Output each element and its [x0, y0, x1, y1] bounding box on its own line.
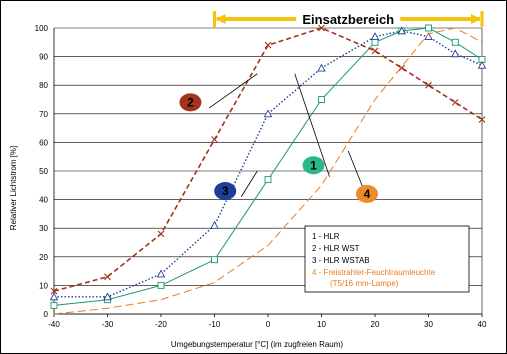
callout-circle-2 — [179, 93, 202, 112]
callout-leader-3 — [240, 170, 258, 197]
y-tick-20: 20 — [39, 253, 48, 262]
series-2-point-6 — [371, 47, 379, 55]
x-tick-20: 20 — [371, 320, 380, 329]
series-lines — [49, 24, 487, 315]
series-2-point-4 — [264, 41, 272, 49]
series-1-point-3 — [211, 256, 218, 264]
legend-entry-1: 1 - HLR — [312, 232, 340, 241]
callout-circle-1 — [302, 156, 325, 175]
x-tick--30: -30 — [102, 320, 114, 329]
callout-leader-1 — [294, 73, 330, 177]
series-3-point-3 — [210, 220, 219, 229]
series-3-point-0 — [49, 292, 59, 301]
banner-label: Einsatzbereich — [302, 12, 394, 27]
legend-entry-3: 3 - HLR WSTAB — [312, 256, 370, 265]
y-tick-30: 30 — [39, 224, 48, 233]
x-tick--40: -40 — [48, 320, 60, 329]
y-axis-label: Relativer Lichtstrom [%] — [9, 146, 18, 230]
y-tick-labels: 0 10 20 30 40 50 60 70 80 90 100 — [35, 24, 49, 319]
series-3-point-6 — [370, 32, 380, 41]
series-1-point-9 — [451, 38, 459, 46]
series-2-point-5 — [318, 24, 325, 32]
banner-label-background — [296, 11, 401, 25]
series-2-point-3 — [211, 136, 218, 143]
callout-circle-3 — [214, 182, 237, 201]
y-tick-40: 40 — [39, 196, 48, 205]
callout-leader-4 — [347, 150, 365, 192]
series-3-point-2 — [156, 269, 166, 278]
legend-entry-2: 2 - HLR WST — [312, 244, 360, 253]
series-2-point-9 — [451, 98, 459, 106]
y-tick-60: 60 — [39, 138, 48, 147]
x-tick--20: -20 — [155, 320, 167, 329]
series-2-point-1 — [104, 273, 111, 281]
x-axis-label: Umgebungstemperatur [°C] (im zugfreien R… — [171, 340, 343, 349]
callout-label-4: 4 — [364, 187, 371, 201]
series-3-point-10 — [477, 60, 487, 69]
legend: 1 - HLR 2 - HLR WST 3 - HLR WSTAB 4 - Fr… — [304, 225, 470, 293]
series-1-point-6 — [371, 38, 379, 46]
callout-leader-2 — [208, 73, 258, 109]
callout-label-2: 2 — [187, 95, 194, 109]
legend-entry-4-line2: (T5/16 mm-Lampe) — [330, 279, 399, 288]
callout-circle-4 — [355, 184, 378, 203]
series-2-point-8 — [425, 81, 432, 89]
x-tick-labels: -40 -30 -20 -10 0 10 20 30 40 — [48, 314, 487, 329]
legend-box — [304, 225, 470, 293]
series-1-point-8 — [425, 24, 432, 32]
series-1-point-5 — [318, 96, 325, 103]
einsatzbereich-banner: Einsatzbereich — [213, 11, 484, 27]
series-line-4 — [53, 27, 483, 315]
x-tick-0: 0 — [266, 320, 271, 329]
y-tick-10: 10 — [39, 281, 48, 290]
series-2-point-0 — [50, 287, 58, 295]
series-3-point-7 — [397, 26, 407, 35]
series-3-point-5 — [317, 63, 326, 72]
y-tick-80: 80 — [39, 81, 48, 90]
y-tick-0: 0 — [44, 310, 49, 319]
y-tick-100: 100 — [35, 24, 49, 33]
series-3-point-1 — [103, 292, 112, 301]
x-tick--10: -10 — [209, 320, 221, 329]
legend-entry-4: 4 - Freistrahler-Feuchtraumleuchte — [312, 268, 436, 277]
series-1-point-2 — [157, 281, 165, 289]
x-tick-30: 30 — [424, 320, 433, 329]
y-tick-90: 90 — [39, 53, 48, 62]
callout-label-1: 1 — [310, 158, 317, 172]
series-3-point-9 — [450, 49, 460, 58]
callout-label-3: 3 — [222, 184, 229, 198]
series-line-2 — [53, 27, 483, 292]
series-2-point-10 — [478, 116, 486, 123]
y-tick-50: 50 — [39, 167, 48, 176]
x-tick-40: 40 — [478, 320, 487, 329]
series-callouts: 1 2 3 4 — [179, 73, 378, 203]
series-3-point-4 — [263, 109, 273, 118]
x-tick-10: 10 — [317, 320, 326, 329]
series-1-point-0 — [50, 301, 58, 309]
series-2-point-7 — [398, 64, 406, 72]
y-tick-70: 70 — [39, 110, 48, 119]
series-1-point-4 — [264, 176, 272, 184]
series-2-point-2 — [157, 230, 165, 238]
